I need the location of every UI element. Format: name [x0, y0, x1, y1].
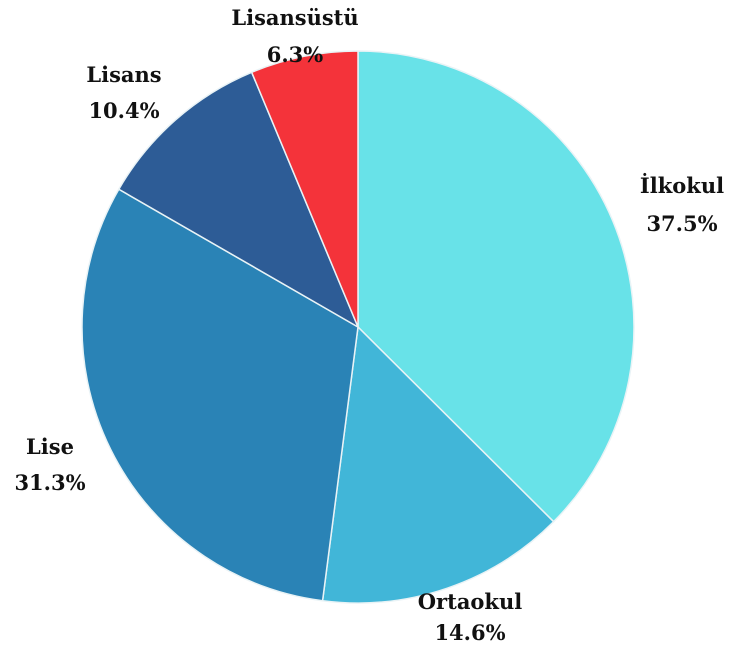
slice-value-ilkokul: 37.5%	[646, 211, 717, 236]
labels-layer: İlkokul 37.5% Ortaokul 14.6% Lise 31.3% Lisans…	[14, 5, 724, 645]
pie-slice-lise	[81, 188, 359, 602]
slice-value-lisansustu: 6.3%	[267, 42, 324, 67]
slice-value-lise: 31.3%	[14, 470, 85, 495]
pie-slice-ortaokul	[321, 326, 555, 604]
slice-label-ilkokul: İlkokul	[640, 173, 724, 198]
slice-label-ortaokul: Ortaokul	[418, 589, 522, 614]
slice-value-ortaokul: 14.6%	[434, 620, 505, 645]
pie-slice-lisans	[118, 71, 359, 328]
slice-label-lisansustu: Lisansüstü	[231, 5, 358, 30]
slice-label-lisans: Lisans	[86, 62, 161, 87]
slice-label-lise: Lise	[26, 434, 74, 459]
pie-slice-ilkokul	[357, 50, 635, 523]
slice-value-lisans: 10.4%	[88, 98, 159, 123]
slices-layer	[81, 50, 635, 604]
pie-slice-lisansustu	[250, 50, 359, 328]
